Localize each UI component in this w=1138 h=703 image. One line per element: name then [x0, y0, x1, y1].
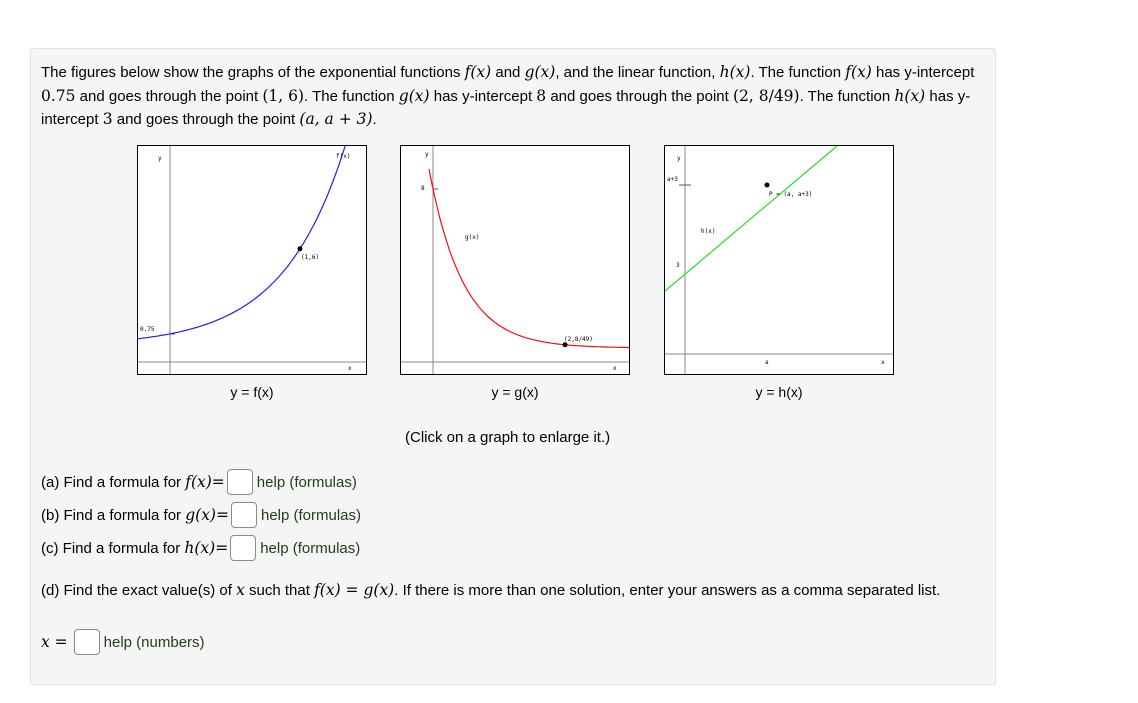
y-axis-label: y	[677, 155, 681, 162]
intro-text: and goes through the point	[75, 87, 263, 105]
question-text: such that	[244, 582, 315, 599]
graph-g[interactable]: y x g(x) 8 (2,8/49)	[400, 145, 630, 375]
question-a: (a) Find a formula for f(x) = help (form…	[41, 467, 357, 497]
equals-sign: =	[211, 473, 225, 491]
graph-h-svg: y x h(x) 3 a+3 a P = (a, a+3)	[665, 146, 893, 374]
math-g-point: (2, 8/49)	[732, 86, 800, 105]
x-equals: x =	[41, 633, 68, 651]
intro-text: . The function	[304, 87, 399, 105]
intercept-label: 8	[421, 185, 425, 192]
equals-sign: =	[215, 539, 229, 557]
help-formulas-link[interactable]: help (formulas)	[260, 539, 361, 557]
f-curve	[138, 146, 346, 340]
x-axis-label: x	[348, 365, 352, 372]
intro-text: has y-intercept	[429, 87, 537, 105]
point-label: (2,8/49)	[564, 336, 593, 343]
question-text: (d) Find the exact value(s) of	[41, 582, 237, 599]
question-d-answer-row: x = help (numbers)	[41, 627, 205, 657]
help-formulas-link[interactable]: help (formulas)	[260, 506, 362, 524]
question-c: (c) Find a formula for h(x) = help (form…	[41, 533, 360, 563]
equals-sign: =	[215, 506, 229, 524]
point-marker	[764, 182, 770, 188]
math-g: g(x)	[398, 86, 430, 105]
intercept-label: 0.75	[140, 326, 155, 333]
y-axis-label: y	[158, 155, 162, 162]
click-note: (Click on a graph to enlarge it.)	[405, 429, 611, 446]
intro-text: and goes through the point	[112, 111, 300, 128]
graph-f[interactable]: y x f(x) 0.75 (1,6)	[137, 145, 367, 375]
x-axis-label: x	[881, 359, 885, 366]
intro-text: . The function	[750, 64, 846, 81]
function-label: h(x)	[701, 228, 715, 235]
math-equation: f(x) = g(x)	[314, 581, 395, 599]
intro-text: has y-intercept	[41, 87, 971, 129]
question-text: . If there is more than one solution, en…	[394, 582, 941, 599]
math-h-intercept: 3	[102, 110, 113, 128]
point-marker	[562, 342, 568, 348]
math-g: g(x)	[185, 506, 216, 524]
math-f: f(x)	[845, 63, 872, 81]
intro-text: . The function	[799, 87, 895, 105]
point-label: (1,6)	[301, 254, 319, 261]
function-label: f(x)	[336, 153, 350, 160]
graph-h[interactable]: y x h(x) 3 a+3 a P = (a, a+3)	[664, 145, 894, 375]
intro-text: .	[372, 111, 377, 128]
math-f: f(x)	[185, 473, 212, 491]
question-b: (b) Find a formula for g(x) = help (form…	[41, 500, 361, 530]
math-g-intercept: 8	[536, 86, 547, 105]
intro-text: The figures below show the graphs of the…	[41, 64, 465, 81]
caption-f: y = f(x)	[230, 384, 274, 400]
x-axis-label: x	[613, 365, 617, 372]
math-x: x	[236, 581, 245, 599]
question-text: (a) Find a formula for	[41, 473, 182, 491]
math-f-intercept: 0.75	[41, 86, 76, 105]
math-g: g(x)	[524, 63, 556, 81]
intro-text: , and the linear function,	[555, 64, 720, 81]
caption-g: y = g(x)	[491, 384, 539, 400]
intro-text: has y-intercept	[871, 64, 975, 81]
question-text: (c) Find a formula for	[41, 539, 181, 557]
intro-text: and	[491, 64, 525, 81]
question-d: (d) Find the exact value(s) of x such th…	[41, 579, 987, 603]
problem-panel: The figures below show the graphs of the…	[30, 48, 996, 685]
math-h: h(x)	[719, 63, 751, 81]
answer-c-input[interactable]	[230, 535, 257, 561]
point-marker	[297, 246, 303, 252]
point-label: P = (a, a+3)	[769, 191, 812, 198]
question-text: (b) Find a formula for	[41, 506, 182, 524]
a-plus-3-label: a+3	[667, 176, 678, 183]
intercept-label: 3	[676, 262, 680, 269]
graph-f-svg: y x f(x) 0.75 (1,6)	[138, 146, 366, 374]
math-h-point: (a, a + 3)	[299, 110, 373, 128]
function-label: g(x)	[465, 234, 479, 241]
math-h: h(x)	[184, 539, 216, 557]
answer-a-input[interactable]	[226, 469, 253, 495]
math-f: f(x)	[464, 63, 492, 81]
graph-g-svg: y x g(x) 8 (2,8/49)	[401, 146, 629, 374]
help-formulas-link[interactable]: help (formulas)	[256, 473, 357, 491]
problem-intro: The figures below show the graphs of the…	[41, 61, 987, 132]
a-label: a	[765, 359, 769, 366]
g-curve	[428, 168, 629, 349]
y-axis-label: y	[425, 151, 429, 158]
math-f-point: (1, 6)	[262, 86, 304, 105]
math-h: h(x)	[894, 86, 926, 105]
h-line	[665, 146, 838, 292]
help-numbers-link[interactable]: help (numbers)	[103, 633, 205, 651]
answer-d-input[interactable]	[73, 629, 100, 655]
intro-text: and goes through the point	[546, 87, 733, 105]
answer-b-input[interactable]	[230, 502, 257, 528]
caption-h: y = h(x)	[755, 384, 803, 400]
